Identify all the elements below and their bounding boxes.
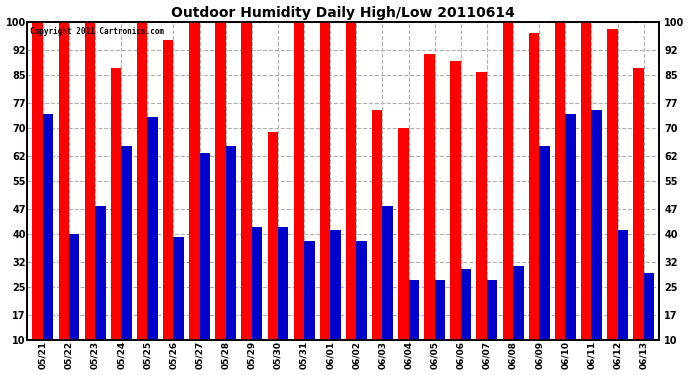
Bar xyxy=(294,22,304,375)
Bar xyxy=(331,230,341,375)
Bar xyxy=(513,266,524,375)
Bar xyxy=(189,22,199,375)
Bar xyxy=(215,22,226,375)
Bar xyxy=(69,234,79,375)
Bar xyxy=(148,117,158,375)
Bar xyxy=(487,280,497,375)
Bar xyxy=(581,22,591,375)
Bar xyxy=(173,237,184,375)
Bar xyxy=(618,230,628,375)
Bar xyxy=(121,146,132,375)
Bar xyxy=(356,241,367,375)
Bar xyxy=(435,280,445,375)
Bar xyxy=(199,153,210,375)
Bar xyxy=(424,54,435,375)
Bar xyxy=(304,241,315,375)
Bar xyxy=(241,22,252,375)
Bar xyxy=(59,22,69,375)
Title: Outdoor Humidity Daily High/Low 20110614: Outdoor Humidity Daily High/Low 20110614 xyxy=(171,6,515,20)
Bar xyxy=(43,114,53,375)
Bar xyxy=(252,227,262,375)
Bar xyxy=(408,280,419,375)
Bar xyxy=(565,114,575,375)
Bar xyxy=(555,22,565,375)
Bar xyxy=(226,146,236,375)
Bar xyxy=(372,110,382,375)
Bar xyxy=(451,61,461,375)
Bar xyxy=(95,206,106,375)
Bar xyxy=(461,269,471,375)
Bar xyxy=(539,146,550,375)
Bar xyxy=(163,40,173,375)
Bar xyxy=(591,110,602,375)
Text: Copyright 2011 Cartronics.com: Copyright 2011 Cartronics.com xyxy=(30,27,164,36)
Bar xyxy=(607,29,618,375)
Bar xyxy=(268,132,278,375)
Bar xyxy=(382,206,393,375)
Bar xyxy=(85,22,95,375)
Bar xyxy=(319,22,331,375)
Bar xyxy=(633,68,644,375)
Bar xyxy=(111,68,121,375)
Bar xyxy=(529,33,539,375)
Bar xyxy=(346,22,356,375)
Bar xyxy=(502,22,513,375)
Bar xyxy=(137,22,148,375)
Bar xyxy=(32,22,43,375)
Bar xyxy=(398,128,408,375)
Bar xyxy=(644,273,654,375)
Bar xyxy=(477,72,487,375)
Bar xyxy=(278,227,288,375)
